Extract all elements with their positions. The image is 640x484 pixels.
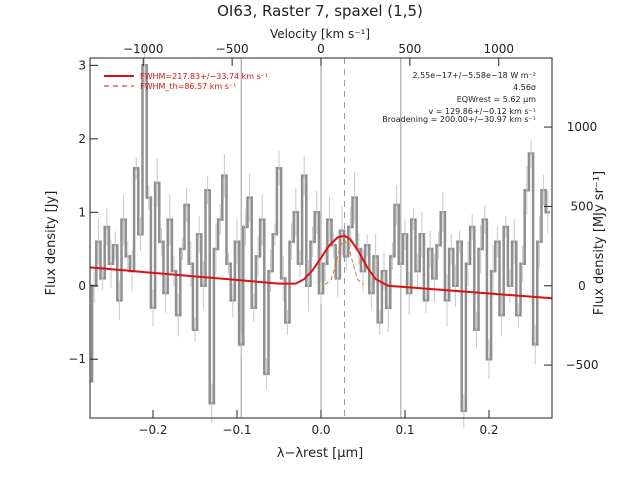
top-tick-label: 500 <box>398 42 421 56</box>
thermal-profile-series <box>324 239 365 285</box>
fit-series <box>89 234 553 300</box>
y-tick-label: 3 <box>78 58 86 72</box>
annotation-velocity: v = 129.86+/−0.12 km s⁻¹ <box>428 107 536 116</box>
x-tick-label: −0.2 <box>138 423 167 437</box>
x-axis-label: λ−λrest [µm] <box>277 446 363 461</box>
x-tick-label: 0.0 <box>311 423 330 437</box>
x-tick-label: 0.1 <box>395 423 414 437</box>
top-tick-label: 0 <box>317 42 325 56</box>
top-tick-label: 1000 <box>483 42 514 56</box>
data-layer <box>89 42 553 428</box>
top-tick-label: −500 <box>216 42 249 56</box>
annotation-sigma: 4.56σ <box>513 83 536 92</box>
axes-layer: −0.2 −0.1 0.0 0.1 0.2 −1000 −500 0 500 1000 −1 0 1 2 3… <box>68 42 598 437</box>
right-axis-label: Flux density [MJy sr⁻¹] <box>592 171 607 315</box>
y-tick-label: 0 <box>78 279 86 293</box>
right-tick-label: 1000 <box>567 120 598 134</box>
annotation-block: 2.55e−17+/−5.58e−18 W m⁻² 4.56σ EQWrest … <box>382 71 536 124</box>
annotation-eqw: EQWrest = 5.62 µm <box>457 95 536 104</box>
top-axis-label: Velocity [km s⁻¹] <box>270 27 370 41</box>
right-tick-label: 500 <box>571 199 594 213</box>
y-tick-label: 1 <box>78 205 86 219</box>
x-tick-label: 0.2 <box>479 423 498 437</box>
left-axis-label: Flux density [Jy] <box>44 191 59 296</box>
y-tick-label: −1 <box>68 352 86 366</box>
legend-fwhm-th: FWHM_th=86.57 km s⁻¹ <box>140 82 236 91</box>
top-tick-label: −1000 <box>123 42 164 56</box>
x-tick-label: −0.1 <box>222 423 251 437</box>
annotation-flux: 2.55e−17+/−5.58e−18 W m⁻² <box>412 71 536 80</box>
right-tick-label: 0 <box>578 279 586 293</box>
right-tick-label: −500 <box>566 358 599 372</box>
chart-title: OI63, Raster 7, spaxel (1,5) <box>217 2 423 20</box>
annotation-broadening: Broadening = 200.00+/−30.97 km s⁻¹ <box>382 115 536 124</box>
legend-fwhm: FWHM=217.83+/−33.74 km s⁻¹ <box>140 72 268 81</box>
legend: FWHM=217.83+/−33.74 km s⁻¹ FWHM_th=86.57… <box>104 72 268 91</box>
y-tick-label: 2 <box>78 132 86 146</box>
